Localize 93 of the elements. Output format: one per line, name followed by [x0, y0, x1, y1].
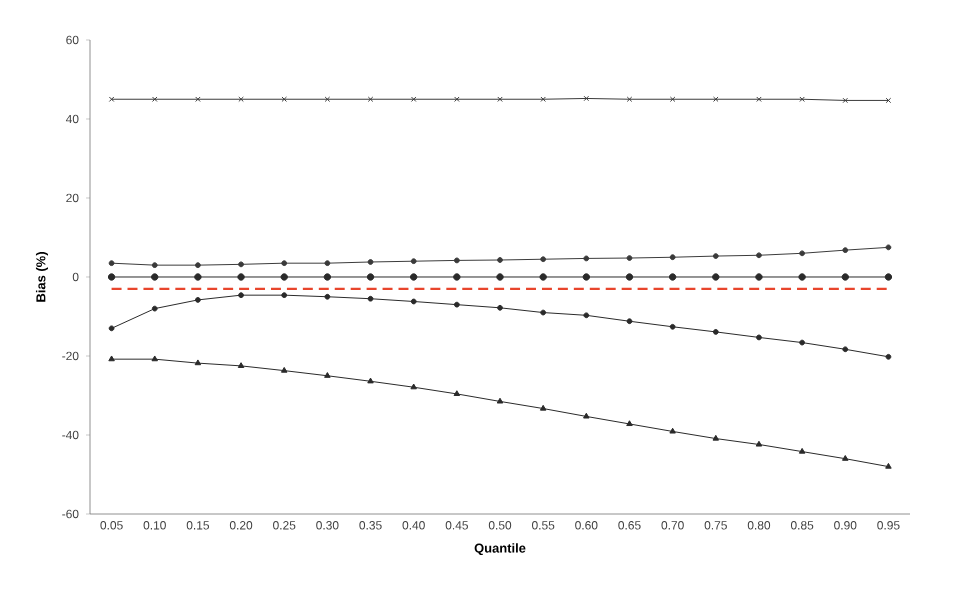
point	[712, 253, 719, 259]
point	[281, 96, 287, 102]
point	[195, 297, 201, 303]
point	[107, 273, 116, 281]
point	[151, 355, 158, 362]
point	[583, 312, 590, 319]
point	[799, 339, 806, 346]
point	[367, 259, 374, 265]
point	[712, 273, 720, 281]
point	[669, 323, 676, 330]
point	[885, 353, 892, 360]
point	[540, 96, 546, 102]
point	[798, 447, 806, 454]
point	[151, 262, 158, 269]
point	[497, 96, 503, 102]
point	[367, 295, 374, 302]
point	[454, 96, 460, 102]
point	[151, 305, 158, 312]
point	[237, 273, 245, 281]
point	[410, 258, 417, 265]
point	[756, 96, 762, 102]
point	[884, 273, 893, 281]
point	[366, 273, 375, 281]
point	[281, 292, 288, 299]
point	[151, 96, 158, 102]
point	[669, 427, 676, 434]
point	[281, 260, 288, 267]
point	[539, 404, 547, 411]
point	[324, 372, 331, 378]
point	[756, 334, 762, 341]
point	[324, 260, 331, 267]
point	[367, 377, 374, 384]
point	[841, 273, 849, 281]
point	[497, 257, 503, 263]
point	[497, 304, 503, 311]
point	[323, 273, 332, 281]
point	[280, 366, 288, 373]
point	[626, 96, 633, 102]
point	[539, 273, 547, 281]
point	[842, 346, 849, 353]
point	[410, 96, 417, 102]
point	[583, 412, 590, 419]
point	[410, 298, 417, 305]
point	[755, 273, 763, 281]
point	[799, 250, 806, 257]
point	[626, 318, 633, 325]
point	[712, 434, 720, 441]
point	[756, 252, 762, 259]
point	[108, 260, 115, 267]
point	[540, 309, 547, 316]
point	[238, 292, 244, 299]
point	[625, 273, 634, 281]
point	[238, 261, 244, 268]
point	[496, 397, 504, 404]
point	[238, 96, 244, 102]
point	[582, 273, 591, 281]
point	[195, 96, 201, 102]
point	[496, 273, 504, 281]
point	[583, 95, 590, 102]
point	[755, 440, 763, 447]
point	[842, 247, 849, 254]
point	[453, 257, 460, 264]
point	[324, 96, 331, 102]
point	[194, 273, 202, 281]
point	[842, 97, 849, 104]
point	[453, 390, 461, 397]
point	[410, 273, 418, 281]
point	[410, 383, 417, 390]
point	[713, 96, 719, 102]
point	[842, 455, 849, 461]
point	[626, 255, 633, 261]
point	[799, 96, 805, 102]
point	[885, 244, 892, 251]
point	[668, 273, 677, 281]
point	[237, 362, 245, 368]
point	[195, 262, 201, 269]
point	[669, 96, 676, 102]
point	[540, 256, 547, 263]
point	[583, 255, 590, 262]
point	[885, 462, 892, 469]
point	[280, 273, 288, 281]
point	[367, 96, 374, 102]
point	[194, 359, 202, 366]
point	[669, 254, 676, 261]
point	[453, 301, 460, 308]
point	[108, 325, 115, 332]
point	[324, 293, 331, 300]
point	[626, 420, 633, 427]
point	[151, 273, 159, 281]
point	[712, 329, 719, 335]
point	[108, 355, 115, 362]
point	[453, 273, 461, 281]
point	[798, 273, 806, 281]
